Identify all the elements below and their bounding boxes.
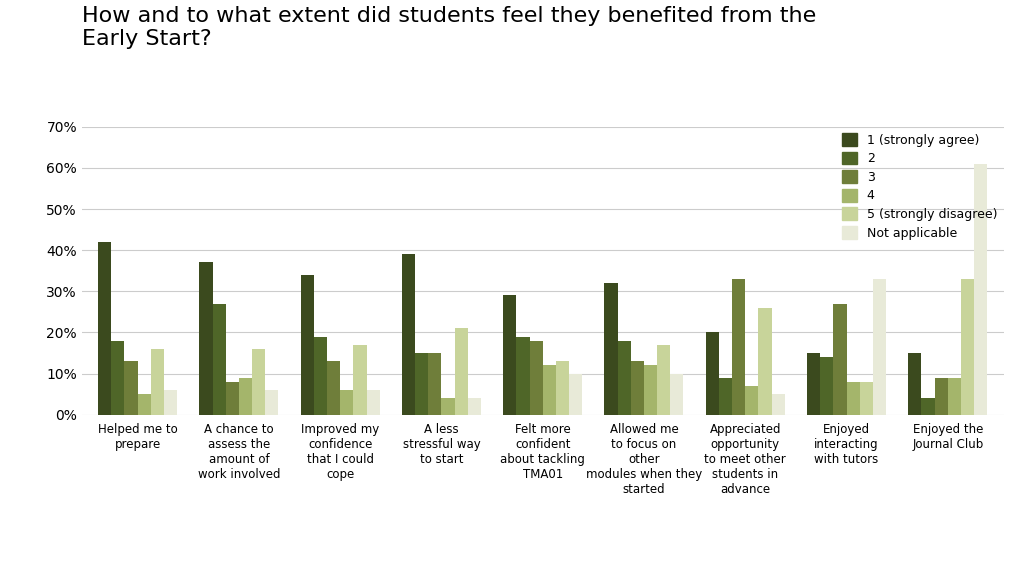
Text: How and to what extent did students feel they benefited from the
Early Start?: How and to what extent did students feel… [82, 6, 816, 49]
Bar [402, 254, 415, 415]
Bar [847, 382, 860, 415]
Bar [252, 349, 265, 415]
Bar [543, 365, 556, 415]
Bar [820, 357, 834, 415]
Bar [657, 345, 671, 415]
Bar [948, 378, 961, 415]
Bar [112, 340, 125, 415]
Bar [706, 332, 719, 415]
Bar [137, 394, 151, 415]
Bar [617, 340, 631, 415]
Bar [719, 378, 732, 415]
Bar [151, 349, 164, 415]
Bar [872, 279, 886, 415]
Bar [604, 283, 617, 415]
Bar [556, 361, 569, 415]
Bar [961, 279, 974, 415]
Bar [98, 242, 112, 415]
Bar [164, 390, 177, 415]
Bar [807, 353, 820, 415]
Bar [732, 279, 745, 415]
Bar [468, 398, 481, 415]
Bar [922, 398, 935, 415]
Bar [225, 382, 239, 415]
Bar [671, 374, 683, 415]
Bar [935, 378, 948, 415]
Bar [569, 374, 583, 415]
Bar [200, 263, 213, 415]
Bar [529, 340, 543, 415]
Bar [631, 361, 644, 415]
Bar [340, 390, 353, 415]
Bar [428, 353, 441, 415]
Bar [745, 386, 759, 415]
Bar [327, 361, 340, 415]
Bar [265, 390, 279, 415]
Bar [125, 361, 137, 415]
Bar [239, 378, 252, 415]
Bar [313, 336, 327, 415]
Bar [301, 275, 313, 415]
Bar [441, 398, 455, 415]
Bar [455, 328, 468, 415]
Bar [834, 304, 847, 415]
Bar [908, 353, 922, 415]
Bar [516, 336, 529, 415]
Bar [644, 365, 657, 415]
Bar [415, 353, 428, 415]
Bar [353, 345, 367, 415]
Bar [367, 390, 380, 415]
Bar [759, 308, 772, 415]
Bar [772, 394, 784, 415]
Bar [974, 164, 987, 415]
Bar [213, 304, 225, 415]
Bar [860, 382, 872, 415]
Bar [503, 295, 516, 415]
Legend: 1 (strongly agree), 2, 3, 4, 5 (strongly disagree), Not applicable: 1 (strongly agree), 2, 3, 4, 5 (strongly… [842, 133, 997, 240]
